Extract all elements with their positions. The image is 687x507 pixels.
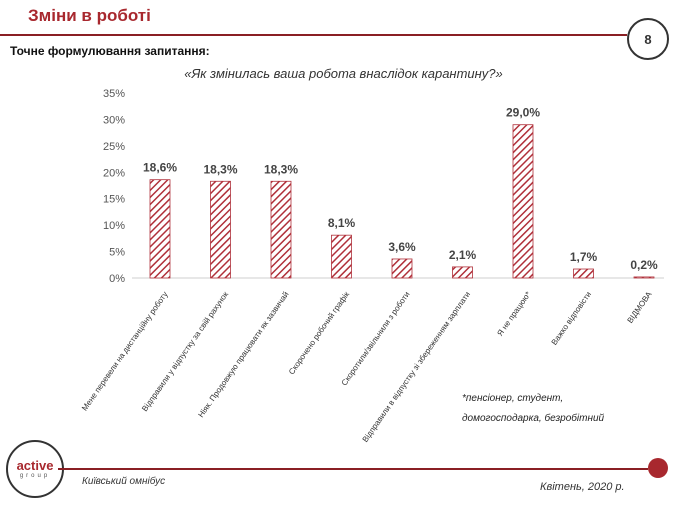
y-tick-label: 35%	[103, 88, 125, 100]
question-text: «Як змінилась ваша робота внаслідок кара…	[184, 66, 503, 81]
category-label: ВІДМОВА	[625, 289, 654, 324]
category-label: Відправили в відпустку зі збереженням за…	[361, 290, 473, 444]
data-label: 18,6%	[143, 161, 177, 175]
company-logo: active group	[6, 440, 64, 498]
bar	[270, 180, 292, 279]
footnote-line-2: домогосподарка, безробітний	[462, 413, 605, 424]
top-rule	[0, 34, 627, 36]
page-number: 8	[627, 18, 669, 60]
data-label: 3,6%	[388, 240, 416, 254]
bar	[391, 258, 413, 279]
logo-word: active	[16, 457, 54, 473]
bar	[210, 180, 231, 279]
bar	[452, 266, 473, 279]
bar	[512, 124, 534, 279]
y-axis-ticks: 0% 5% 10% 15% 20% 25% 30% 35%	[103, 88, 125, 285]
y-tick-label: 20%	[103, 167, 125, 179]
bar	[149, 179, 171, 279]
data-label: 18,3%	[264, 162, 298, 176]
category-label: Важко відповісти	[550, 290, 594, 347]
footer-dot	[648, 458, 668, 478]
data-label: 0,2%	[630, 258, 658, 272]
y-tick-label: 10%	[103, 220, 125, 232]
category-label: Скоротили/звільнили з роботи	[340, 290, 412, 387]
data-label: 2,1%	[449, 248, 477, 262]
y-tick-label: 0%	[109, 273, 125, 285]
logo-sub: group	[19, 472, 51, 479]
bars	[149, 124, 655, 279]
y-tick-label: 5%	[109, 247, 125, 259]
footer-survey-name: Київський омнібус	[82, 476, 166, 487]
value-labels: 18,6% 18,3% 18,3% 8,1% 3,6% 2,1% 29,0% 1,7% 0,2%	[143, 106, 658, 272]
data-label: 18,3%	[203, 162, 237, 176]
category-label: Я не працюю*	[495, 290, 532, 338]
bar	[633, 276, 655, 279]
question-label: Точне формулювання запитання:	[10, 44, 210, 58]
data-label: 29,0%	[506, 106, 540, 120]
footnote-line-1: *пенсіонер, студент,	[462, 393, 564, 404]
slide-title: Зміни в роботі	[28, 6, 151, 25]
data-label: 1,7%	[570, 250, 598, 264]
y-tick-label: 25%	[103, 141, 125, 153]
footer-date: Квітень, 2020 р.	[540, 481, 625, 493]
y-tick-label: 30%	[103, 114, 125, 126]
bar	[331, 234, 352, 279]
y-tick-label: 15%	[103, 194, 125, 206]
bottom-rule	[58, 468, 648, 470]
data-label: 8,1%	[328, 216, 356, 230]
category-label: Скорочено робочий графік	[287, 290, 351, 377]
bar	[573, 268, 594, 279]
